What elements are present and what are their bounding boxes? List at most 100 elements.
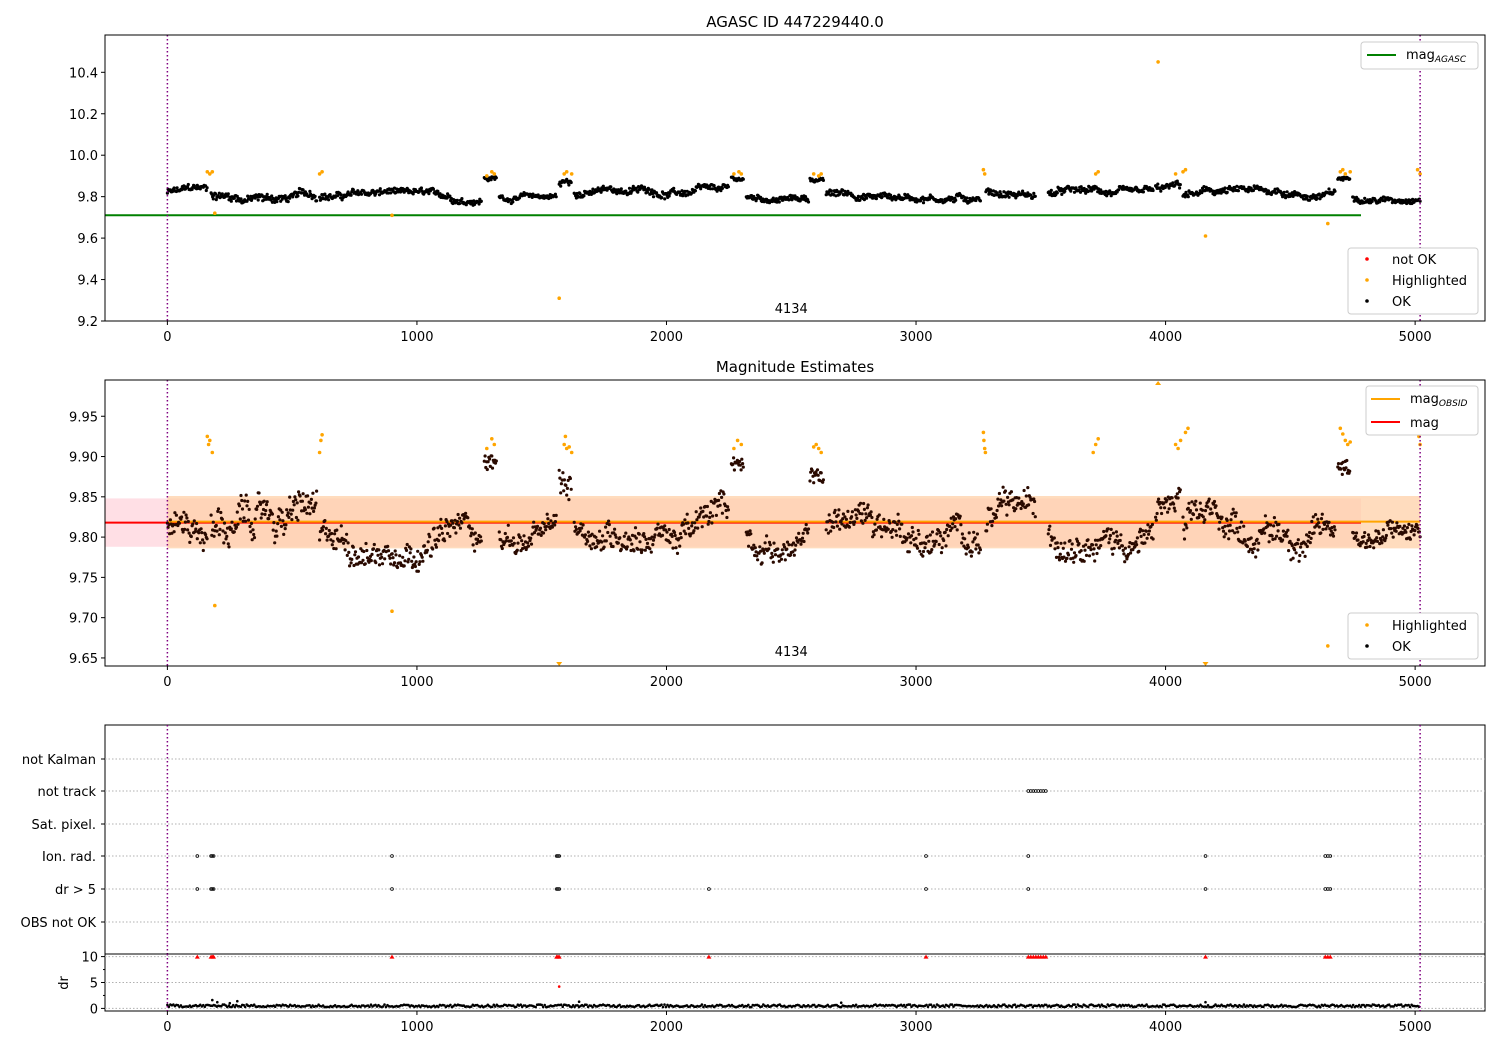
ok-point (1255, 537, 1259, 541)
ok-point (249, 530, 253, 534)
ok-point (824, 528, 828, 532)
ok-point (195, 537, 199, 541)
ok-point (580, 526, 584, 530)
ok-point (850, 510, 855, 514)
ok-point (559, 482, 564, 486)
ok-point (232, 530, 236, 534)
ok-point (1108, 533, 1112, 538)
ok-point (168, 518, 172, 522)
ok-point (251, 528, 255, 532)
ok-point (219, 510, 223, 515)
ok-point (781, 552, 785, 556)
ok-point (943, 530, 947, 535)
ok-point (243, 519, 248, 523)
highlighted-point (816, 446, 821, 451)
y-tick-label: 10 (81, 951, 98, 966)
ok-point (186, 528, 190, 532)
ok-point (1072, 560, 1076, 564)
ok-point (640, 548, 644, 552)
ok-point (859, 501, 863, 505)
ok-point (413, 564, 417, 569)
ok-point (622, 534, 626, 538)
ok-point (392, 561, 397, 565)
ok-point (294, 515, 298, 520)
ok-point (309, 501, 313, 505)
ok-point (797, 531, 801, 536)
ok-point (353, 553, 357, 557)
ok-point (853, 520, 857, 524)
ok-point (618, 191, 622, 195)
ok-point (315, 489, 319, 493)
highlighted-point (210, 450, 215, 455)
ok-point (347, 550, 351, 555)
ok-point (253, 517, 257, 521)
ok-point (248, 524, 252, 529)
ok-point (678, 532, 683, 536)
ok-point (779, 195, 784, 199)
ok-point (935, 532, 939, 536)
ok-point (483, 454, 487, 458)
highlighted-point (982, 438, 986, 443)
ok-point (682, 529, 686, 533)
y-tick-label: 9.95 (69, 410, 98, 425)
ok-point (978, 199, 983, 203)
dr-point (985, 1003, 988, 1007)
ok-point (1372, 546, 1376, 550)
ok-point (1209, 507, 1213, 511)
ok-point (389, 191, 393, 195)
ok-point (175, 186, 179, 190)
highlighted-point (1178, 438, 1183, 443)
dr-point (559, 1003, 563, 1006)
ok-point (1203, 518, 1207, 522)
ok-point (252, 536, 257, 540)
ok-point (330, 543, 334, 547)
x-tick-label: 4000 (1149, 675, 1182, 690)
ok-point (1324, 527, 1328, 531)
ok-point (726, 508, 731, 512)
dr-panel: 0 1000 2000 3000 4000 5000 0 5 10 dr (57, 951, 1486, 1035)
ok-point (653, 533, 657, 537)
ok-point (1194, 508, 1199, 512)
ok-point (270, 512, 274, 516)
ok-point (181, 530, 185, 534)
ok-point (532, 520, 536, 524)
ok-point (229, 199, 233, 203)
flag-point (390, 887, 394, 891)
ok-point (464, 511, 468, 515)
ok-point (172, 186, 176, 190)
ok-point (1356, 538, 1360, 542)
highlighted-point (1176, 446, 1180, 451)
ok-point (1185, 526, 1189, 530)
dr-point (1070, 1005, 1073, 1008)
ok-point (930, 530, 935, 534)
ok-point (595, 545, 599, 549)
ok-point (683, 189, 687, 193)
ok-point (921, 549, 926, 554)
ok-point (898, 534, 902, 539)
ok-point (403, 559, 407, 563)
highlighted-point (1338, 170, 1343, 174)
dr-point (1262, 1005, 1265, 1008)
ok-point (1409, 529, 1413, 534)
ok-point (1003, 489, 1008, 493)
ok-point (1118, 538, 1122, 543)
ok-point (1178, 186, 1182, 190)
ok-point (331, 539, 335, 543)
ok-point (1277, 522, 1281, 527)
highlighted-point (564, 170, 569, 174)
ok-point (880, 535, 884, 539)
ok-point (292, 503, 296, 507)
highlighted-point (317, 450, 322, 455)
dr-point (1399, 1003, 1403, 1006)
dr-point (1097, 1003, 1100, 1007)
ok-point (1193, 503, 1197, 507)
ok-point (296, 194, 300, 198)
dr-point (741, 1003, 744, 1007)
ok-point (1200, 508, 1205, 512)
ok-point (1054, 555, 1059, 560)
ok-point (871, 196, 875, 200)
ok-point (497, 530, 501, 534)
ok-point (257, 491, 261, 495)
flag-point (1328, 854, 1333, 858)
ok-point (647, 187, 651, 191)
